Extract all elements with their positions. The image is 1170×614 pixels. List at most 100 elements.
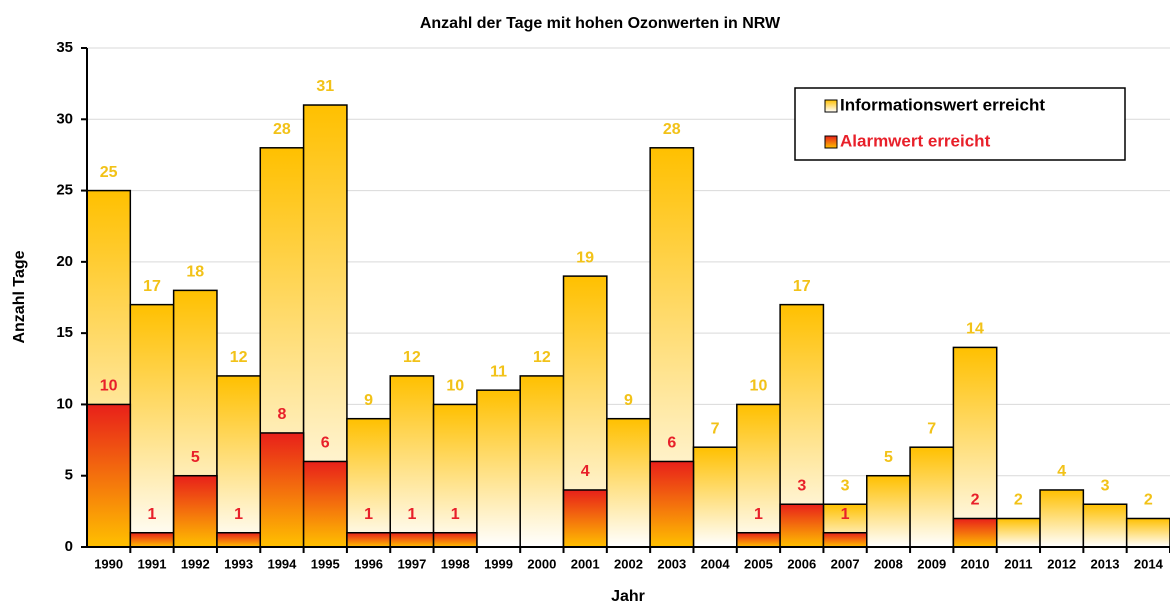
value-label: 25 [100,164,118,181]
chart-title: Anzahl der Tage mit hohen Ozonwerten in … [420,15,781,32]
bar [476,389,521,548]
x-tick-label: 1997 [397,556,426,571]
bar [866,474,911,548]
x-tick-label: 1999 [484,556,513,571]
value-label: 7 [711,420,720,437]
bar [1125,517,1170,548]
x-tick-label: 1994 [267,556,297,571]
y-tick-label: 5 [65,467,73,484]
value-label: 12 [230,349,248,366]
value-label: 2 [1014,492,1023,509]
value-label: 5 [191,449,200,466]
y-tick-label: 20 [56,253,73,270]
x-tick-label: 1996 [354,556,383,571]
bar [346,417,391,548]
x-tick-label: 2003 [657,556,686,571]
bar [822,531,868,548]
x-tick-label: 2011 [1004,556,1032,571]
value-label: 2 [1144,492,1153,509]
value-label: 6 [321,435,330,452]
x-tick-label: 2001 [571,556,600,571]
value-label: 18 [186,264,204,281]
value-label: 12 [533,349,551,366]
legend-box [794,87,1126,161]
bar [779,503,825,548]
y-tick-label: 0 [65,538,73,555]
x-tick-label: 2000 [527,556,556,571]
bar [952,517,998,548]
bar [736,531,781,548]
bar [1039,489,1085,548]
x-tick-label: 2014 [1134,556,1164,571]
value-label: 3 [841,477,850,494]
value-label: 9 [624,392,633,409]
value-label: 5 [884,449,893,466]
x-tick-label: 1995 [311,556,340,571]
value-label: 3 [1101,477,1110,494]
x-tick-label: 2005 [744,556,773,571]
bar [909,446,955,548]
x-tick-label: 2006 [787,556,816,571]
value-label: 4 [581,463,590,480]
bar [172,474,218,548]
bar [952,346,998,548]
value-label: 19 [576,249,594,266]
y-tick-label: 15 [56,324,73,341]
value-label: 17 [793,278,811,295]
value-label: 31 [316,78,334,95]
value-label: 10 [750,378,768,395]
legend-swatch [824,135,838,149]
bar [432,403,478,548]
bar [432,531,478,548]
bar [216,531,262,548]
value-label: 10 [446,378,464,395]
x-tick-label: 1998 [441,556,470,571]
x-tick-label: 2012 [1047,556,1076,571]
x-tick-label: 1991 [138,556,167,571]
legend-label: Informationswert erreicht [840,95,1045,114]
y-axis-title: Anzahl Tage [11,250,28,343]
value-label: 28 [273,121,291,138]
bar [346,531,391,548]
value-label: 1 [234,506,243,523]
bar [736,403,781,548]
value-label: 10 [100,378,118,395]
value-label: 8 [277,406,286,423]
x-tick-label: 2007 [831,556,860,571]
x-axis-title: Jahr [611,588,645,605]
bar [692,446,738,548]
value-label: 11 [490,363,507,380]
x-tick-label: 2013 [1091,556,1120,571]
x-tick-label: 2008 [874,556,903,571]
bar [1082,503,1128,548]
bar [519,375,565,548]
x-tick-label: 2004 [701,556,731,571]
x-tick-label: 1993 [224,556,253,571]
y-tick-label: 10 [56,395,73,412]
x-tick-label: 2002 [614,556,643,571]
bar [649,460,695,548]
x-tick-label: 1990 [94,556,123,571]
value-label: 1 [841,506,850,523]
bar [389,375,435,548]
legend-swatch [824,99,838,113]
y-tick-label: 25 [56,182,73,199]
value-label: 1 [754,506,763,523]
value-label: 6 [667,435,676,452]
bar [259,432,305,548]
value-label: 2 [971,492,980,509]
legend-label: Alarmwert erreicht [840,131,991,150]
bar [995,517,1041,548]
x-tick-label: 2009 [917,556,946,571]
bar [302,460,348,548]
value-label: 3 [797,477,806,494]
value-label: 12 [403,349,421,366]
value-label: 14 [966,321,984,338]
x-tick-label: 2010 [961,556,990,571]
value-label: 28 [663,121,681,138]
bar [606,417,651,548]
value-label: 1 [364,506,373,523]
value-label: 1 [451,506,460,523]
bar [129,531,175,548]
